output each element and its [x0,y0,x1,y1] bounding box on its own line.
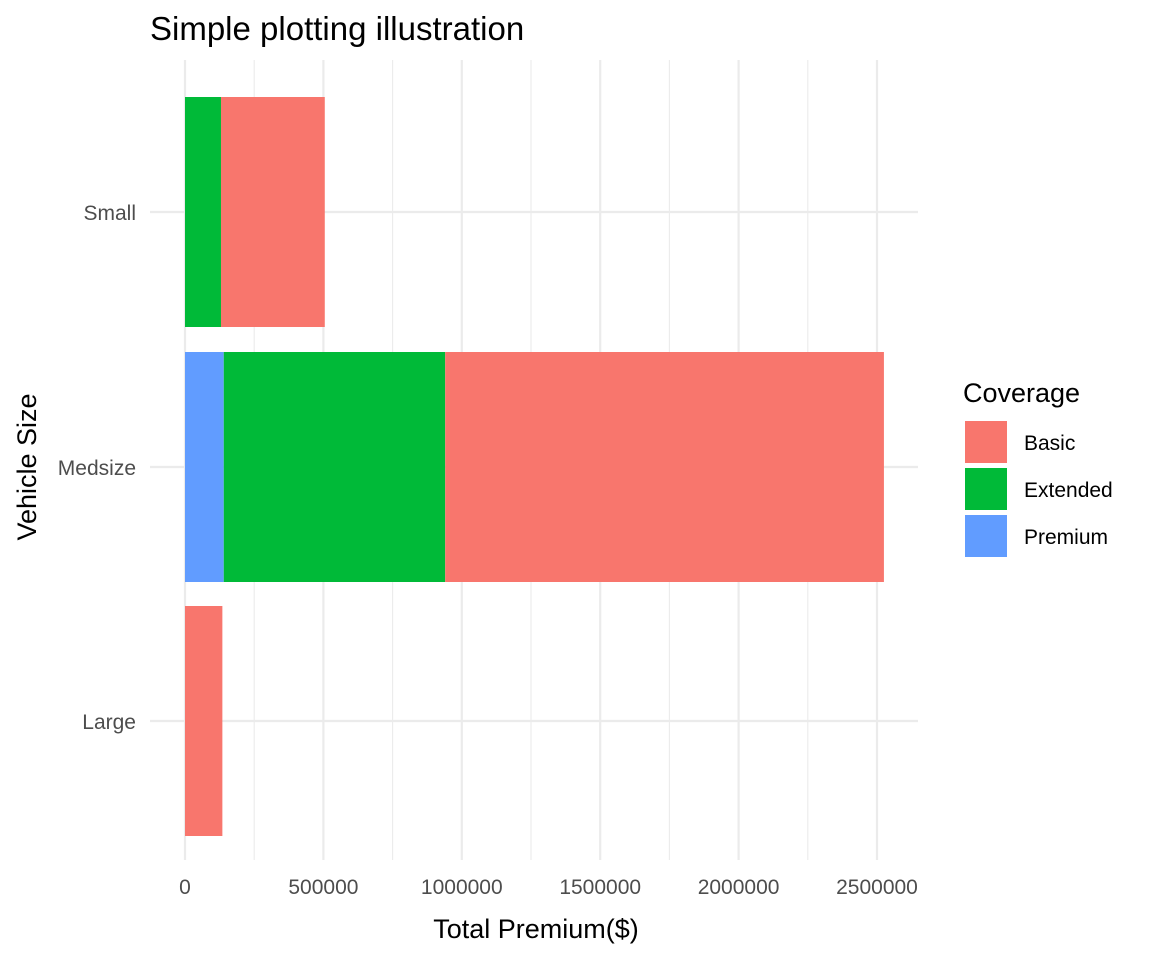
legend-items: Basic Extended Premium [965,421,1113,557]
y-axis-tick-labels: Small Medsize Large [58,202,136,734]
x-tick-label: 2500000 [836,876,918,899]
legend-label-basic: Basic [1024,432,1075,455]
x-tick-label: 0 [179,876,191,899]
bar-small-extended [185,97,221,327]
y-tick-label: Medsize [58,457,136,480]
x-tick-label: 1000000 [421,876,503,899]
x-tick-label: 500000 [288,876,358,899]
bar-medsize-premium [185,352,224,582]
bar-medsize-extended [223,352,446,582]
legend-label-premium: Premium [1024,526,1108,549]
legend-title: Coverage [963,378,1080,408]
x-tick-label: 2000000 [698,876,780,899]
y-tick-label: Large [82,711,136,734]
x-tick-label: 1500000 [559,876,641,899]
legend-swatch-basic [965,421,1007,463]
legend-swatch-extended [965,468,1007,510]
chart-title: Simple plotting illustration [150,10,524,47]
y-tick-label: Small [83,202,136,225]
x-axis-title: Total Premium($) [433,914,639,944]
bar-medsize-basic [445,352,884,582]
legend-label-extended: Extended [1024,479,1113,502]
legend-swatch-premium [965,515,1007,557]
bar-large-basic [185,606,223,836]
bar-small-basic [220,97,325,327]
legend: Coverage Basic Extended Premium [963,378,1113,557]
y-axis-title: Vehicle Size [12,393,42,540]
bars [185,97,884,836]
x-axis-tick-labels: 0 500000 1000000 1500000 2000000 2500000 [179,876,918,899]
